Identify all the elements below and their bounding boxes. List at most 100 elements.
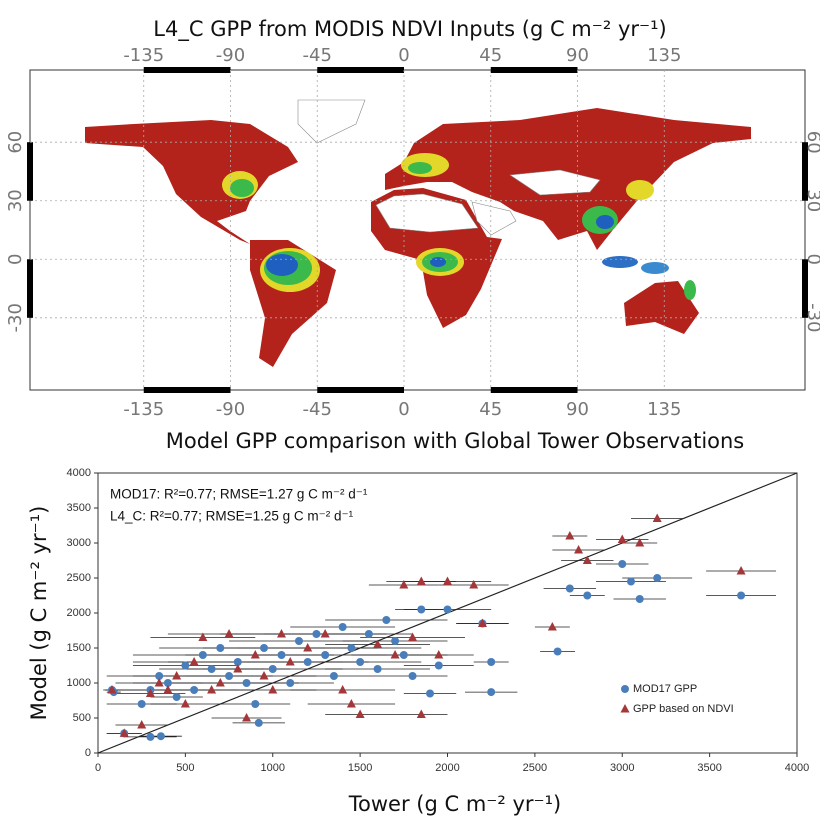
point <box>347 644 356 652</box>
point <box>312 630 321 638</box>
point <box>373 665 382 673</box>
point <box>635 595 644 603</box>
point <box>268 685 278 694</box>
legend-marker <box>620 704 630 713</box>
point <box>477 618 487 627</box>
point <box>346 699 356 708</box>
tick-bar <box>802 259 808 318</box>
point <box>617 534 627 543</box>
point <box>145 688 155 697</box>
point <box>207 685 217 694</box>
tick-bar <box>27 259 33 318</box>
point <box>373 639 383 648</box>
point <box>189 657 199 666</box>
x-tick-label: -135 <box>123 45 164 66</box>
point <box>251 700 260 708</box>
point <box>582 555 592 564</box>
point <box>155 672 164 680</box>
point <box>547 622 557 631</box>
x-tick-label: 135 <box>647 45 681 66</box>
point <box>207 665 216 673</box>
point <box>356 658 365 666</box>
point <box>416 576 426 585</box>
point <box>391 637 400 645</box>
point <box>233 664 243 673</box>
point <box>198 651 207 659</box>
point <box>574 545 584 554</box>
point <box>355 709 365 718</box>
y-tick-label: 4000 <box>67 467 91 479</box>
x-axis-label: Tower (g C m⁻² yr⁻¹) <box>348 792 561 816</box>
point <box>294 637 303 645</box>
x-tick-label: -45 <box>303 45 332 66</box>
point <box>137 720 147 729</box>
point <box>285 657 295 666</box>
point <box>286 679 295 687</box>
point <box>583 591 592 600</box>
tick-bar <box>143 67 231 73</box>
y-tick-label: 0 <box>803 254 820 265</box>
x-tick-label: 135 <box>647 399 681 420</box>
y-tick-label: 0 <box>85 747 91 759</box>
point <box>321 651 330 659</box>
x-tick-label: 45 <box>479 45 502 66</box>
y-tick-label: 2500 <box>67 572 91 584</box>
map-land <box>30 70 805 390</box>
point <box>163 685 173 694</box>
x-tick-label: 3500 <box>697 762 721 774</box>
point <box>277 651 286 659</box>
point <box>260 644 269 652</box>
x-tick-label: 500 <box>176 762 194 774</box>
point <box>172 671 182 680</box>
point <box>242 713 252 722</box>
point <box>652 513 662 522</box>
x-tick-label: 90 <box>566 45 589 66</box>
point <box>320 629 330 638</box>
point <box>434 650 444 659</box>
point <box>215 678 225 687</box>
point <box>268 665 277 673</box>
point <box>254 718 263 727</box>
tick-bar <box>317 67 405 73</box>
x-tick-label: 2500 <box>523 762 547 774</box>
point <box>653 574 662 582</box>
point <box>565 531 575 540</box>
x-tick-label: 45 <box>479 399 502 420</box>
x-tick-label: 2000 <box>435 762 459 774</box>
point <box>154 678 164 687</box>
point <box>364 630 373 638</box>
x-tick-label: -90 <box>216 399 245 420</box>
point <box>443 605 452 614</box>
x-tick-label: 0 <box>398 45 409 66</box>
point <box>156 732 165 741</box>
point <box>233 658 242 666</box>
point <box>443 576 452 585</box>
y-tick-label: 60 <box>5 131 26 154</box>
y-tick-label: 500 <box>73 712 91 724</box>
point <box>426 689 435 698</box>
point <box>119 728 129 737</box>
y-tick-label: 30 <box>5 189 26 212</box>
scatter-title: Model GPP comparison with Global Tower O… <box>166 429 745 453</box>
x-tick-label: 90 <box>566 399 589 420</box>
point <box>390 650 400 659</box>
y-axis-label: Model (g C m⁻² yr⁻¹) <box>27 506 51 721</box>
x-tick-label: -45 <box>303 399 332 420</box>
x-tick-label: -135 <box>123 399 164 420</box>
point <box>626 577 635 586</box>
point <box>618 560 627 568</box>
point <box>172 693 181 701</box>
point <box>338 623 347 631</box>
y-tick-label: 30 <box>803 189 820 212</box>
point <box>487 658 496 666</box>
point <box>408 672 417 680</box>
tick-bar <box>490 387 578 393</box>
point <box>635 538 645 547</box>
point <box>408 632 418 641</box>
point <box>338 685 348 694</box>
tick-bar <box>490 67 578 73</box>
point <box>434 661 443 670</box>
map-title: L4_C GPP from MODIS NDVI Inputs (g C m⁻²… <box>153 17 666 42</box>
x-tick-label: 3000 <box>610 762 634 774</box>
